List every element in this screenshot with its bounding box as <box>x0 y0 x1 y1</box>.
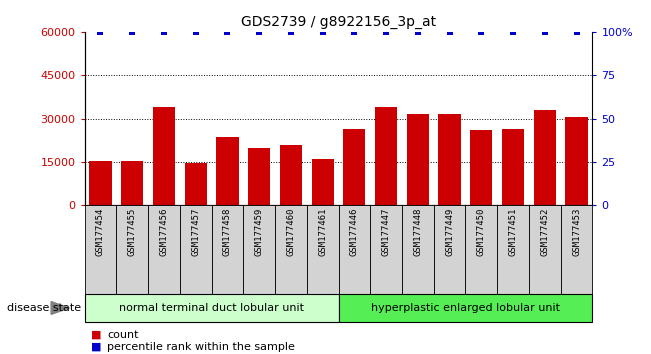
Bar <box>343 129 365 205</box>
Text: GSM177454: GSM177454 <box>96 208 105 256</box>
Point <box>349 29 359 35</box>
Point <box>254 29 264 35</box>
Bar <box>375 107 397 205</box>
Bar <box>275 205 307 294</box>
Bar <box>439 114 461 205</box>
Point <box>413 29 423 35</box>
Bar <box>153 107 175 205</box>
Point <box>159 29 169 35</box>
Bar <box>117 205 148 294</box>
Title: GDS2739 / g8922156_3p_at: GDS2739 / g8922156_3p_at <box>241 16 436 29</box>
Text: count: count <box>107 330 139 339</box>
Point <box>127 29 137 35</box>
Text: GSM177446: GSM177446 <box>350 208 359 256</box>
Text: normal terminal duct lobular unit: normal terminal duct lobular unit <box>119 303 304 313</box>
Bar <box>402 205 434 294</box>
Point <box>381 29 391 35</box>
Text: disease state: disease state <box>7 303 81 313</box>
Point <box>572 29 582 35</box>
Point <box>445 29 455 35</box>
Text: ■: ■ <box>91 330 102 339</box>
Point <box>540 29 550 35</box>
Point <box>95 29 105 35</box>
Bar <box>89 160 111 205</box>
Bar <box>216 137 238 205</box>
Text: GSM177452: GSM177452 <box>540 208 549 256</box>
Point <box>318 29 328 35</box>
Bar <box>534 110 556 205</box>
Bar <box>180 205 212 294</box>
Bar <box>339 205 370 294</box>
Bar <box>280 144 302 205</box>
Bar <box>212 205 243 294</box>
Bar <box>85 294 339 322</box>
Text: GSM177449: GSM177449 <box>445 208 454 256</box>
Text: GSM177458: GSM177458 <box>223 208 232 256</box>
Bar <box>85 205 117 294</box>
Bar <box>465 205 497 294</box>
Point <box>508 29 518 35</box>
Point <box>476 29 486 35</box>
Text: GSM177456: GSM177456 <box>159 208 169 256</box>
Text: GSM177460: GSM177460 <box>286 208 296 256</box>
Bar <box>529 205 561 294</box>
Bar <box>121 160 143 205</box>
Bar <box>312 159 334 205</box>
Bar <box>248 148 270 205</box>
Bar <box>434 205 465 294</box>
Text: GSM177461: GSM177461 <box>318 208 327 256</box>
Text: GSM177450: GSM177450 <box>477 208 486 256</box>
Text: GSM177455: GSM177455 <box>128 208 137 256</box>
Text: hyperplastic enlarged lobular unit: hyperplastic enlarged lobular unit <box>371 303 560 313</box>
Point <box>286 29 296 35</box>
Text: GSM177457: GSM177457 <box>191 208 201 256</box>
Bar <box>185 164 207 205</box>
Bar <box>470 130 492 205</box>
Point <box>222 29 232 35</box>
Text: GSM177447: GSM177447 <box>381 208 391 256</box>
Bar <box>370 205 402 294</box>
Text: percentile rank within the sample: percentile rank within the sample <box>107 342 296 352</box>
Bar <box>339 294 592 322</box>
Bar <box>243 205 275 294</box>
Text: GSM177459: GSM177459 <box>255 208 264 256</box>
Bar <box>407 114 429 205</box>
Point <box>191 29 201 35</box>
Text: GSM177453: GSM177453 <box>572 208 581 256</box>
Bar <box>502 129 524 205</box>
Bar <box>561 205 592 294</box>
Text: GSM177451: GSM177451 <box>508 208 518 256</box>
Polygon shape <box>51 302 70 314</box>
Bar <box>497 205 529 294</box>
Text: ■: ■ <box>91 342 102 352</box>
Bar <box>148 205 180 294</box>
Bar <box>307 205 339 294</box>
Bar <box>566 117 588 205</box>
Text: GSM177448: GSM177448 <box>413 208 422 256</box>
